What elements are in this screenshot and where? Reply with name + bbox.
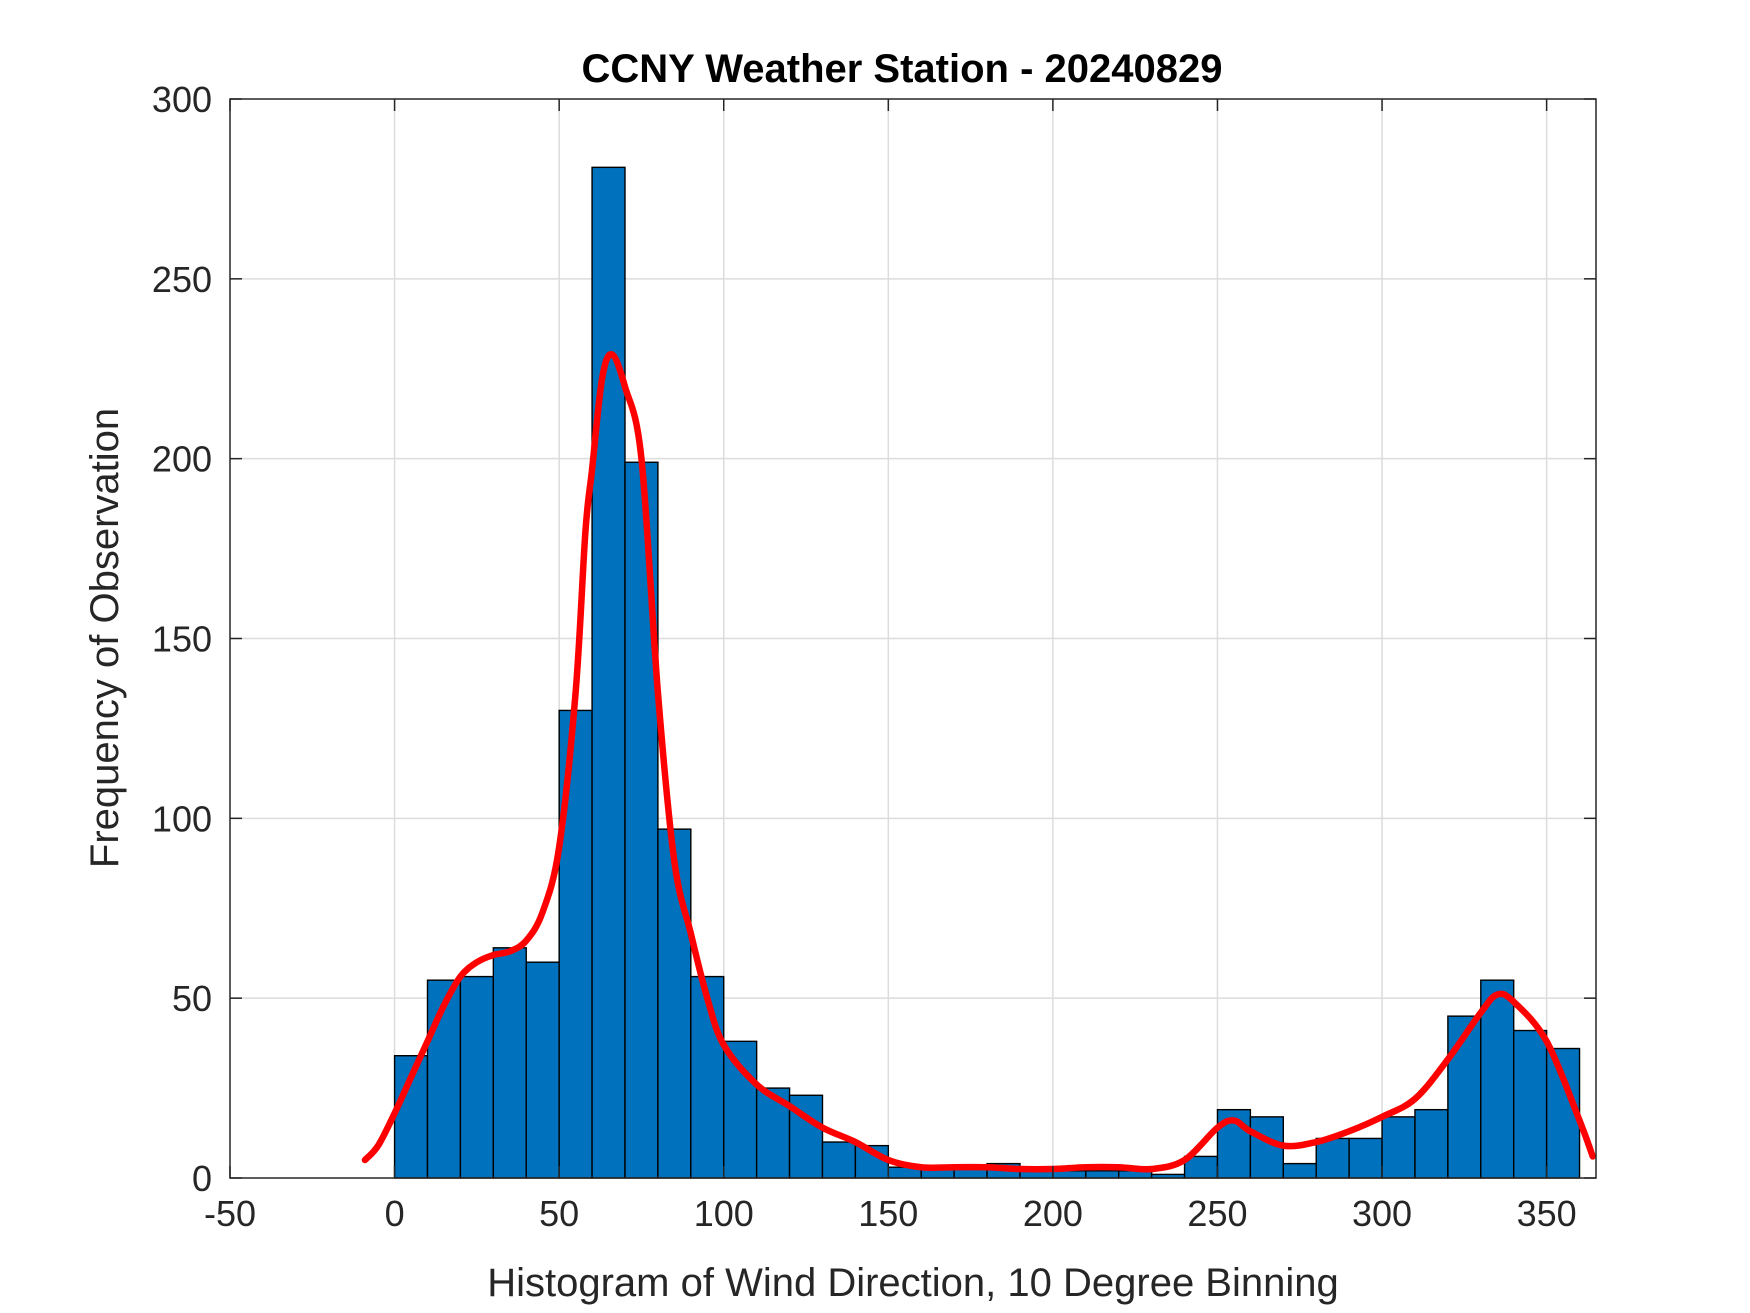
- x-tick-label: 200: [1023, 1193, 1083, 1234]
- y-tick-label: 250: [152, 259, 212, 300]
- histogram-bar: [558, 709, 593, 1179]
- histogram-bars: [393, 166, 1581, 1179]
- histogram-bar: [1447, 1015, 1482, 1179]
- histogram-bar: [525, 961, 560, 1179]
- histogram-bar: [1315, 1137, 1350, 1179]
- x-axis-label: Histogram of Wind Direction, 10 Degree B…: [487, 1261, 1339, 1305]
- histogram-bar: [1381, 1116, 1416, 1179]
- histogram-bar: [459, 975, 495, 1179]
- histogram-bar: [1480, 979, 1515, 1179]
- histogram-bar: [657, 828, 692, 1179]
- fit-curve: [361, 351, 1596, 1173]
- histogram-bar: [1282, 1162, 1317, 1179]
- axis-ticks: -50 0 50 100 150 200 250 300 3500501001502002503…: [152, 79, 1596, 1234]
- x-tick-label: 50: [539, 1193, 579, 1234]
- histogram-bar: [1513, 1029, 1548, 1179]
- histogram-bar: [1348, 1137, 1383, 1179]
- x-tick-label: 100: [694, 1193, 754, 1234]
- y-tick-label: 200: [152, 439, 212, 480]
- kde-curve-line: [361, 351, 1596, 1173]
- y-tick-label: 100: [152, 798, 212, 839]
- x-tick-label: 250: [1187, 1193, 1247, 1234]
- y-tick-label: 300: [152, 79, 212, 120]
- histogram-bar: [1085, 1170, 1120, 1179]
- y-axis-label: Frequency of Observation: [83, 408, 127, 868]
- x-tick-label: 150: [858, 1193, 918, 1234]
- y-tick-label: 0: [192, 1158, 212, 1199]
- x-tick-label: -50: [204, 1193, 256, 1234]
- histogram-bar: [624, 461, 659, 1179]
- y-tick-label: 50: [172, 978, 212, 1019]
- histogram-bar: [1414, 1108, 1449, 1179]
- chart-title: CCNY Weather Station - 20240829: [582, 47, 1223, 91]
- histogram-bar: [723, 1040, 758, 1179]
- grid-lines: [230, 99, 1596, 1178]
- x-tick-label: 300: [1352, 1193, 1412, 1234]
- x-tick-label: 350: [1517, 1193, 1577, 1234]
- histogram-bar: [492, 947, 527, 1179]
- x-tick-label: 0: [385, 1193, 405, 1234]
- y-tick-label: 150: [152, 619, 212, 660]
- histogram-bar: [821, 1141, 857, 1179]
- histogram-bar: [591, 166, 626, 1179]
